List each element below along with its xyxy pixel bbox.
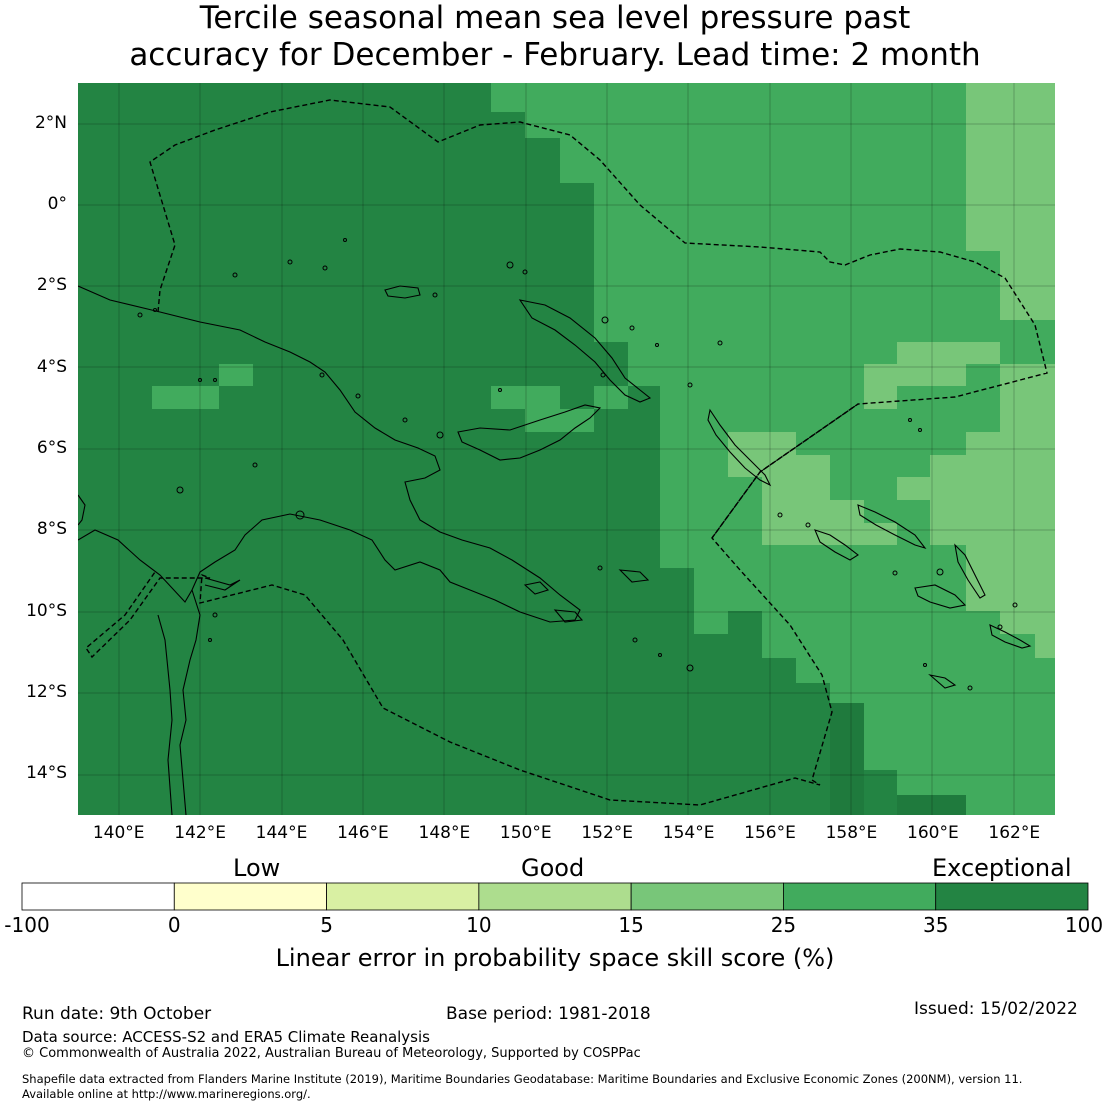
x-tick-label: 162°E: [988, 823, 1041, 843]
issued-date: Issued: 15/02/2022: [914, 999, 1078, 1019]
coast-trobriand: [523, 581, 550, 595]
y-tick-label: 0°: [47, 194, 67, 214]
coast-new-ireland: [518, 299, 652, 403]
colorbar-tick-label: -100: [4, 913, 50, 937]
coast-guadalcanal: [914, 584, 967, 609]
y-tick-label: 2°N: [34, 112, 67, 133]
x-tick-label: 152°E: [581, 823, 634, 843]
category-low: Low: [233, 854, 281, 882]
y-tick-label: 10°S: [26, 600, 67, 621]
y-tick-label: 12°S: [26, 682, 67, 702]
run-date: Run date: 9th October: [22, 1004, 212, 1024]
coast-malaita: [954, 543, 986, 599]
coast-australia-west: [157, 614, 173, 815]
y-tick-label: 14°S: [26, 763, 67, 784]
coastlines: [78, 285, 1032, 815]
colorbar: [21, 882, 1089, 911]
skill-region-good-solomon: [864, 342, 1000, 409]
coast-bougainville: [707, 408, 772, 487]
x-tick-label: 154°E: [662, 823, 715, 843]
colorbar-tick-label: 100: [1064, 913, 1104, 937]
coast-dentrecasteaux: [553, 609, 584, 623]
coast-louisiade: [618, 569, 650, 583]
eez-boundaries: [85, 99, 1048, 806]
coast-new-guinea: [78, 285, 581, 623]
colorbar-segment: [173, 882, 327, 911]
y-tick-label: 4°S: [36, 356, 67, 377]
colorbar-label: Linear error in probability space skill …: [275, 944, 835, 972]
x-tick-label: 146°E: [337, 823, 389, 843]
coast-new-britain: [457, 404, 602, 461]
x-tick-label: 158°E: [825, 823, 878, 843]
coast-makira: [989, 624, 1032, 649]
coast-australia-cape-york: [179, 589, 201, 815]
colorbar-segment: [630, 882, 784, 911]
colorbar-segment: [326, 882, 480, 911]
skill-patch-dark-1: [830, 703, 864, 815]
category-good: Good: [521, 854, 585, 882]
skill-score-map: [21, 83, 1089, 911]
coast-manus: [384, 285, 421, 299]
chart-title: Tercile seasonal mean sea level pressure…: [0, 0, 1110, 74]
y-tick-label: 8°S: [36, 519, 67, 540]
x-tick-label: 140°E: [92, 823, 145, 843]
colorbar-segment: [935, 882, 1089, 911]
x-tick-label: 156°E: [744, 823, 796, 843]
x-tick-label: 142°E: [174, 823, 226, 843]
shapefile-credit-line-1: Shapefile data extracted from Flanders M…: [22, 1072, 1023, 1086]
data-source: Data source: ACCESS-S2 and ERA5 Climate …: [22, 1028, 430, 1046]
skill-patch-west-2: [219, 364, 253, 386]
x-tick-label: 160°E: [907, 823, 959, 843]
colorbar-segment: [783, 882, 937, 911]
y-tick-label: 2°S: [36, 275, 67, 296]
skill-region-good-south: [897, 364, 1055, 658]
eez-png: [85, 99, 1048, 806]
colorbar-tick-label: 10: [466, 913, 492, 937]
category-exceptional: Exceptional: [932, 854, 1072, 882]
colorbar-tick-label: 25: [770, 913, 797, 937]
x-tick-label: 150°E: [499, 823, 552, 843]
skill-region-good-ntl: [728, 432, 897, 545]
skill-patch-dark-2: [897, 795, 966, 815]
base-period: Base period: 1981-2018: [446, 1004, 651, 1024]
skill-patch-bismarck: [491, 386, 628, 432]
shapefile-credit-line-2: Available online at http://www.marinereg…: [22, 1087, 311, 1101]
coast-santa-isabel: [857, 504, 927, 550]
coast-rennell: [928, 674, 957, 689]
colorbar-tick-label: 15: [618, 913, 644, 937]
colorbar-tick-label: 5: [320, 913, 333, 937]
x-tick-label: 144°E: [255, 823, 308, 843]
coast-new-georgia: [814, 529, 859, 561]
eez-solomon-outline: [711, 403, 859, 539]
colorbar-segment: [21, 882, 175, 911]
copyright: © Commonwealth of Australia 2022, Austra…: [22, 1046, 641, 1061]
graticule: [78, 83, 1055, 815]
colorbar-tick-label: 0: [167, 913, 181, 937]
chart-title-line-2: accuracy for December - February. Lead t…: [129, 37, 981, 73]
coast-bird-head: [78, 494, 86, 526]
x-tick-label: 148°E: [418, 823, 471, 843]
chart-title-line-1: Tercile seasonal mean sea level pressure…: [199, 0, 911, 36]
colorbar-segment: [478, 882, 632, 911]
skill-patch-west-1: [152, 386, 219, 409]
colorbar-tick-label: 35: [922, 913, 949, 937]
y-tick-label: 6°S: [36, 438, 67, 458]
small-islands: [137, 238, 1018, 691]
coast-torres: [204, 577, 241, 591]
skill-region-good-east: [966, 83, 1055, 320]
skill-patch-good-1: [897, 477, 930, 500]
